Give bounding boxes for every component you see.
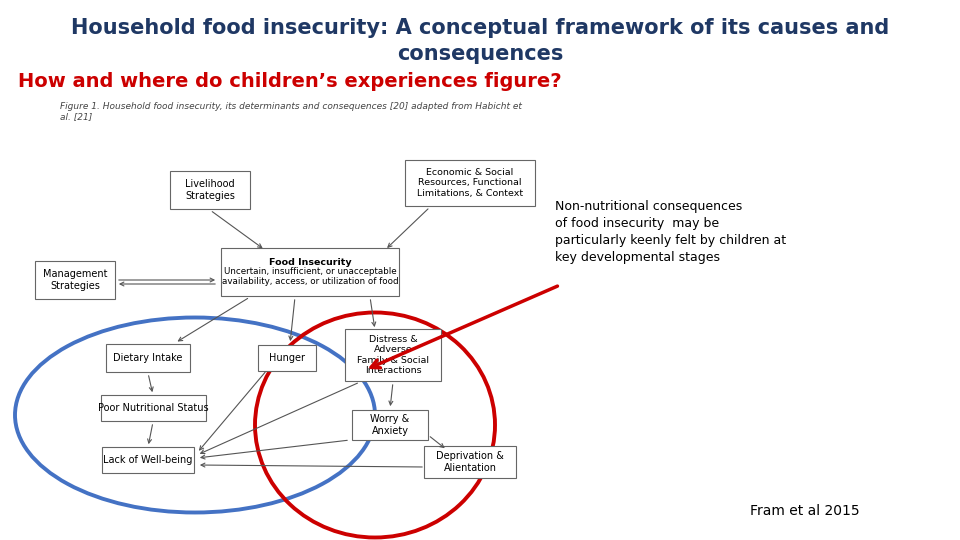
Text: Economic & Social
Resources, Functional
Limitations, & Context: Economic & Social Resources, Functional … — [417, 168, 523, 198]
FancyBboxPatch shape — [35, 261, 115, 299]
Text: Food Insecurity: Food Insecurity — [269, 258, 351, 267]
Text: Non-nutritional consequences
of food insecurity  may be
particularly keenly felt: Non-nutritional consequences of food ins… — [555, 200, 786, 264]
FancyBboxPatch shape — [106, 344, 190, 372]
Text: Worry &
Anxiety: Worry & Anxiety — [371, 414, 410, 436]
Text: Lack of Well-being: Lack of Well-being — [104, 455, 193, 465]
Text: Fram et al 2015: Fram et al 2015 — [751, 504, 860, 518]
Text: availability, access, or utilization of food: availability, access, or utilization of … — [222, 276, 398, 286]
FancyBboxPatch shape — [102, 447, 194, 473]
FancyBboxPatch shape — [170, 171, 250, 209]
Text: How and where do children’s experiences figure?: How and where do children’s experiences … — [18, 72, 562, 91]
FancyBboxPatch shape — [405, 160, 535, 206]
Text: Distress &
Adverse
Family & Social
Interactions: Distress & Adverse Family & Social Inter… — [357, 335, 429, 375]
Text: Deprivation &
Alientation: Deprivation & Alientation — [436, 451, 504, 473]
Text: Livelihood
Strategies: Livelihood Strategies — [185, 179, 235, 201]
Text: consequences: consequences — [396, 44, 564, 64]
Text: Hunger: Hunger — [269, 353, 305, 363]
Text: Figure 1. Household food insecurity, its determinants and consequences [20] adap: Figure 1. Household food insecurity, its… — [60, 102, 522, 122]
FancyBboxPatch shape — [352, 410, 428, 440]
FancyBboxPatch shape — [221, 248, 399, 296]
Text: Dietary Intake: Dietary Intake — [113, 353, 182, 363]
FancyBboxPatch shape — [101, 395, 205, 421]
Text: Uncertain, insufficient, or unacceptable: Uncertain, insufficient, or unacceptable — [224, 267, 396, 276]
FancyBboxPatch shape — [345, 329, 441, 381]
FancyBboxPatch shape — [258, 345, 316, 371]
FancyBboxPatch shape — [424, 446, 516, 478]
Text: Poor Nutritional Status: Poor Nutritional Status — [98, 403, 208, 413]
Text: Management
Strategies: Management Strategies — [43, 269, 108, 291]
Text: Household food insecurity: A conceptual framework of its causes and: Household food insecurity: A conceptual … — [71, 18, 889, 38]
